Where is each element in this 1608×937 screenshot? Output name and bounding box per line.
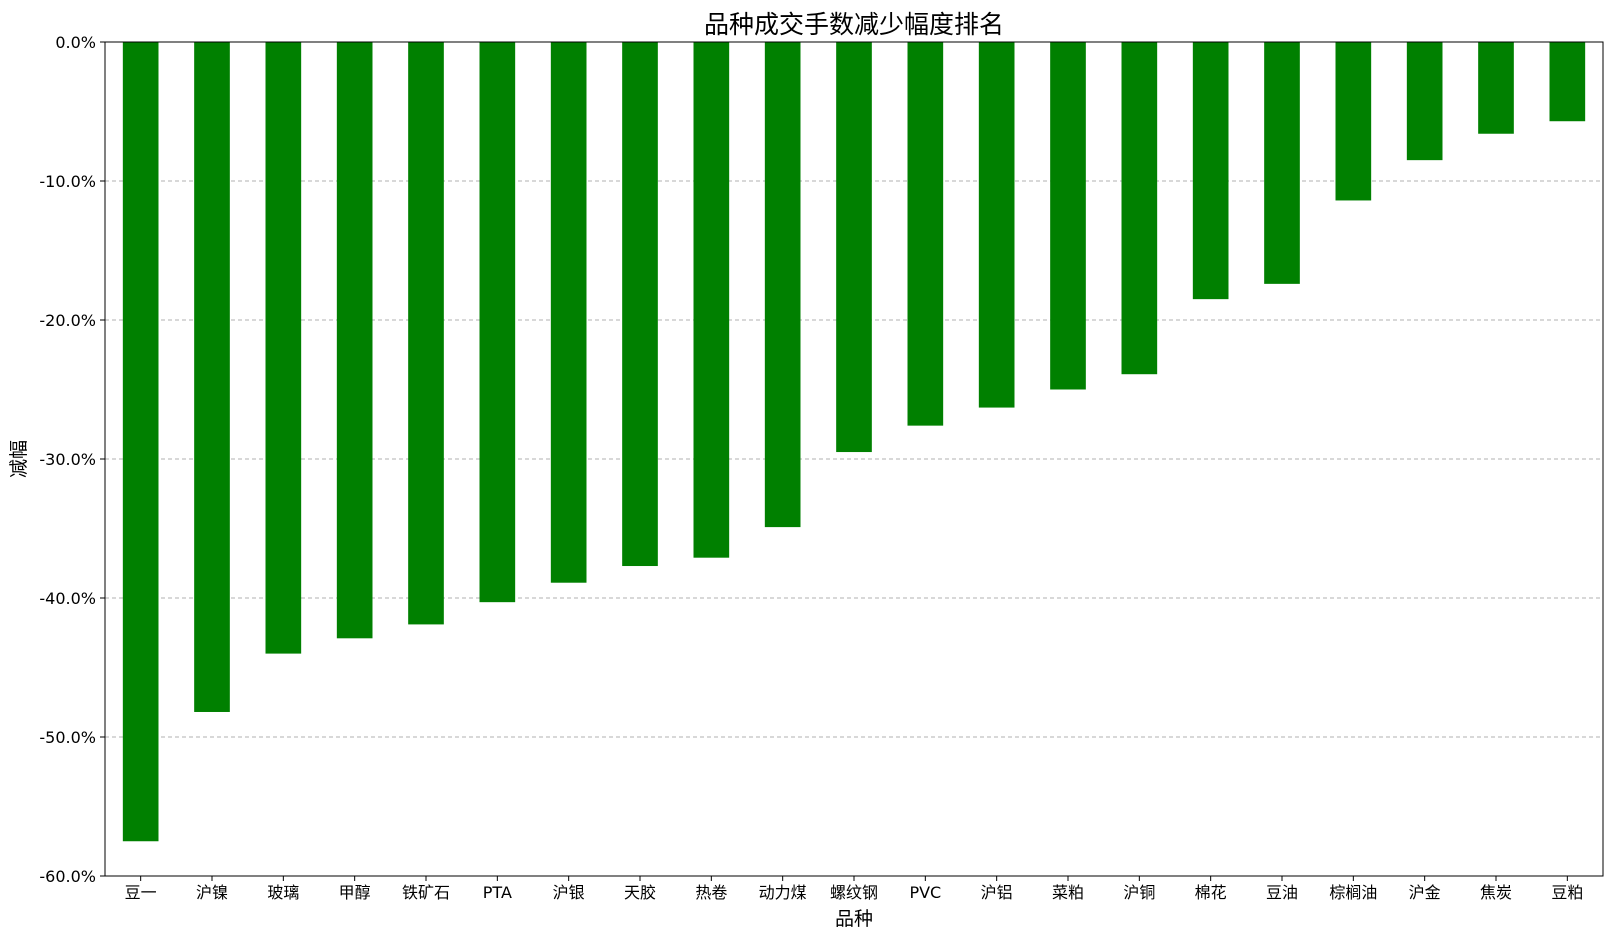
bar — [122, 42, 159, 842]
x-tick-layer: 豆一 沪镍 玻璃 甲醇 铁矿石 PTA 沪银 天胶 热卷 动力煤 螺纹钢 PVC 沪铝 菜粕 沪铜 棉花 豆油 棕… — [125, 876, 1583, 902]
x-tick-label: 菜粕 — [1052, 883, 1084, 902]
bar — [408, 42, 444, 625]
bar — [194, 42, 230, 712]
y-tick-label: -30.0% — [39, 450, 96, 469]
y-tick-label: -10.0% — [39, 172, 96, 191]
bar — [336, 42, 373, 639]
x-tick-label: 天胶 — [624, 883, 656, 902]
bar — [693, 42, 730, 558]
y-tick-label: -40.0% — [39, 589, 96, 608]
bar — [1121, 42, 1158, 375]
x-tick-label: 棕榈油 — [1329, 883, 1377, 902]
bar — [1335, 42, 1372, 201]
x-tick-label: 沪银 — [553, 883, 585, 902]
x-tick-label: 豆粕 — [1551, 883, 1583, 902]
bar — [622, 42, 658, 567]
bar — [265, 42, 302, 654]
bar — [479, 42, 516, 603]
x-tick-label: 动力煤 — [759, 883, 807, 902]
x-tick-label: 沪铝 — [981, 883, 1013, 902]
bar — [1050, 42, 1086, 390]
y-tick-label: 0.0% — [55, 33, 96, 52]
chart-title: 品种成交手数减少幅度排名 — [704, 10, 1004, 39]
bar — [978, 42, 1015, 408]
bar — [550, 42, 587, 583]
x-tick-label: 铁矿石 — [402, 883, 450, 902]
x-tick-label: 玻璃 — [267, 883, 299, 902]
bar — [1192, 42, 1229, 300]
bar — [764, 42, 801, 528]
bar — [1478, 42, 1514, 134]
bar — [907, 42, 944, 426]
x-axis-title: 品种 — [835, 908, 873, 930]
bar — [836, 42, 872, 453]
x-tick-label: 豆油 — [1266, 883, 1298, 902]
y-tick-label: -50.0% — [39, 728, 96, 747]
x-tick-label: 螺纹钢 — [830, 883, 878, 902]
y-tick-label: -60.0% — [39, 867, 96, 886]
bar-layer — [122, 42, 1586, 842]
x-tick-label: 豆一 — [125, 883, 157, 902]
bar — [1406, 42, 1443, 161]
y-tick-layer: 0.0% -10.0% -20.0% -30.0% -40.0% -50.0% -60.0% — [39, 33, 105, 886]
x-tick-label: 棉花 — [1195, 883, 1227, 902]
y-axis-title: 减幅 — [8, 440, 30, 478]
bar — [1264, 42, 1300, 284]
x-tick-label: 热卷 — [695, 883, 727, 902]
x-tick-label: 焦炭 — [1480, 883, 1512, 902]
x-tick-label: 沪金 — [1409, 883, 1441, 902]
x-tick-label: 沪镍 — [196, 883, 228, 902]
y-tick-label: -20.0% — [39, 311, 96, 330]
x-tick-label: 沪铜 — [1123, 883, 1155, 902]
x-tick-label: PVC — [909, 883, 941, 902]
x-tick-label: 甲醇 — [339, 883, 371, 902]
x-tick-label: PTA — [483, 883, 512, 902]
bar — [1549, 42, 1586, 122]
